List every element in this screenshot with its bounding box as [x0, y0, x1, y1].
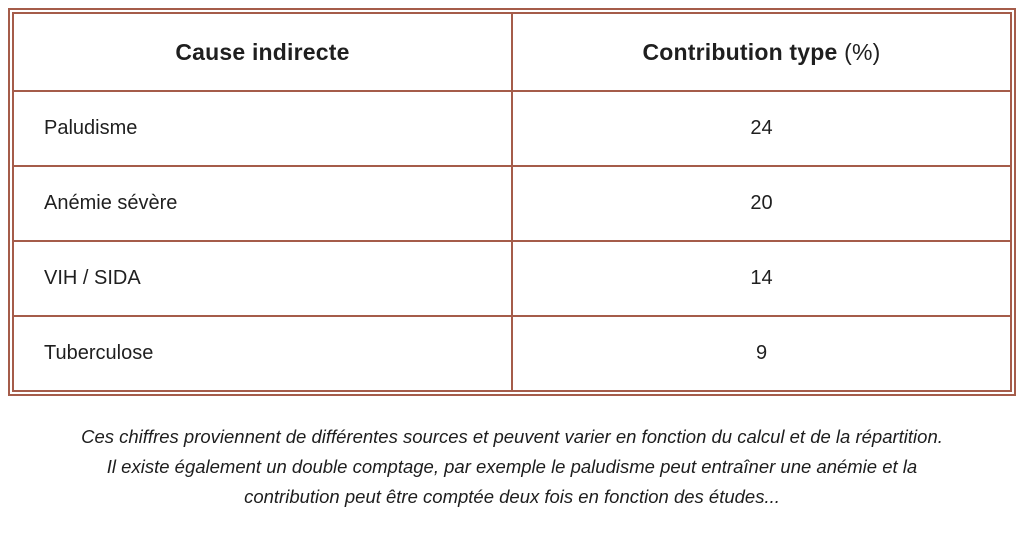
- value-cell: 20: [511, 165, 1012, 242]
- header-row: Cause indirecte Contribution type (%): [12, 12, 1012, 92]
- cause-cell: Anémie sévère: [12, 165, 513, 242]
- table-row: Paludisme 24: [12, 90, 1012, 167]
- table-row: Anémie sévère 20: [12, 165, 1012, 242]
- column-header-contribution-unit: (%): [844, 38, 881, 65]
- table-outer-frame: Cause indirecte Contribution type (%) Pa…: [8, 8, 1016, 396]
- table-row: Tuberculose 9: [12, 315, 1012, 392]
- value-cell: 24: [511, 90, 1012, 167]
- footnote-line: contribution peut être comptée deux fois…: [244, 486, 780, 507]
- cause-cell: Paludisme: [12, 90, 513, 167]
- column-header-contribution: Contribution type (%): [511, 12, 1012, 92]
- footnote-line: Il existe également un double comptage, …: [106, 456, 918, 477]
- column-header-contribution-label: Contribution type: [642, 38, 838, 65]
- footnote: Ces chiffres proviennent de différentes …: [8, 422, 1016, 512]
- table-row: VIH / SIDA 14: [12, 240, 1012, 317]
- cause-cell: VIH / SIDA: [12, 240, 513, 317]
- footnote-line: Ces chiffres proviennent de différentes …: [81, 426, 943, 447]
- column-header-cause: Cause indirecte: [12, 12, 513, 92]
- cause-cell: Tuberculose: [12, 315, 513, 392]
- contribution-table: Cause indirecte Contribution type (%) Pa…: [12, 12, 1012, 392]
- value-cell: 14: [511, 240, 1012, 317]
- value-cell: 9: [511, 315, 1012, 392]
